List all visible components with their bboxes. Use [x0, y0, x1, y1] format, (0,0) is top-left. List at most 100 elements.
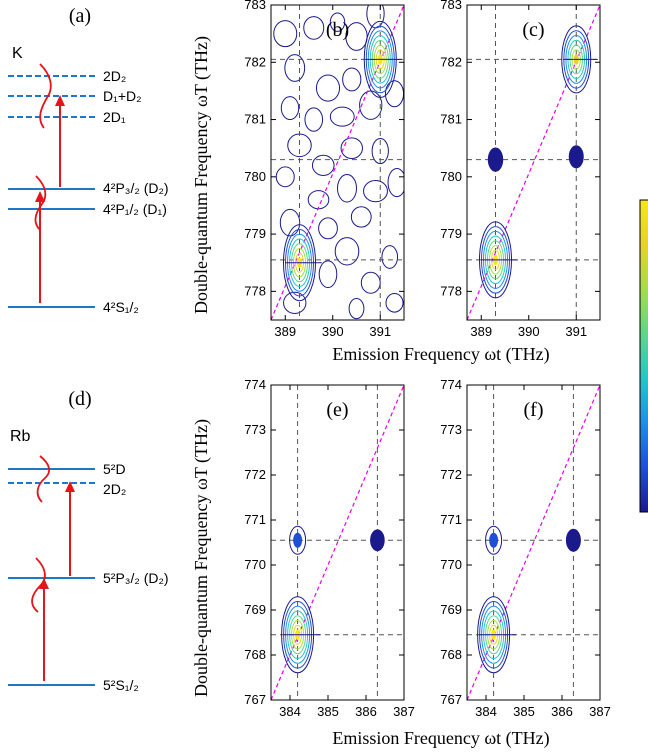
arrowhead-icon	[39, 578, 49, 589]
level-diagram-rubidium: (d) Rb 5²D 2D₂ 5²P₃/₂ (D₂) 5²S₁/₂	[8, 388, 169, 693]
level-label-5p32: 5²P₃/₂ (D₂)	[103, 570, 169, 586]
level-label-4p12: 4²P₁/₂ (D₁)	[103, 201, 167, 217]
y-tick-label: 780	[244, 169, 266, 184]
y-tick-label: 782	[440, 54, 462, 69]
chart-panel: 384 385 386 387 767 768 769 770 771 772 773 774 (e)	[244, 377, 415, 719]
noise-contour	[350, 206, 372, 228]
noise-contour	[280, 96, 300, 121]
y-tick-label: 771	[440, 512, 462, 527]
chart-panel: 384 385 386 387 767 768 769 770 771 772 773 774 (f)	[440, 377, 611, 719]
y-tick-label: 770	[440, 557, 462, 572]
chart-panel: 389 390 391 778 779 780 781 782 783 (c)	[440, 0, 601, 339]
panel-frame	[466, 384, 601, 701]
x-tick-label: 387	[393, 704, 415, 719]
x-tick-label: 386	[551, 704, 573, 719]
noise-contour	[284, 54, 306, 82]
x-tick-label: 384	[279, 704, 301, 719]
colorbar	[639, 199, 648, 513]
y-tick-label: 769	[244, 602, 266, 617]
noise-contour	[359, 90, 383, 120]
level-label-2d1: 2D₁	[103, 109, 126, 125]
y-tick-label: 772	[244, 467, 266, 482]
spectral-gaussian-lower-rb	[31, 557, 46, 613]
noise-contour	[329, 12, 346, 32]
noise-contour	[273, 20, 298, 48]
y-axis-title-top: Double-quantum Frequency ωT (THz)	[191, 36, 212, 314]
colorbar-bar	[639, 199, 648, 513]
x-tick-label: 391	[565, 324, 587, 339]
noise-contour	[387, 167, 404, 198]
peak-contour	[487, 147, 504, 172]
y-tick-label: 773	[244, 422, 266, 437]
noise-contour	[275, 166, 295, 188]
peak-contour	[565, 528, 581, 552]
x-tick-label: 390	[518, 324, 540, 339]
noise-contour	[307, 190, 330, 210]
level-label-5s12: 5²S₁/₂	[103, 677, 139, 693]
x-tick-label: 389	[274, 324, 296, 339]
y-tick-label: 783	[440, 0, 462, 12]
x-axis-title-bottom: Emission Frequency ωt (THz)	[332, 728, 549, 749]
y-tick-label: 781	[440, 112, 462, 127]
peak-contour	[489, 532, 499, 548]
peak-contour	[293, 532, 303, 548]
x-tick-label: 390	[322, 324, 344, 339]
noise-contour	[283, 291, 307, 314]
y-tick-label: 780	[440, 169, 462, 184]
level-label-4p32: 4²P₃/₂ (D₂)	[103, 180, 169, 196]
diagonal-line	[271, 5, 404, 320]
arrowhead-icon	[65, 481, 75, 492]
peak-contour	[485, 525, 503, 555]
noise-contour	[318, 217, 338, 240]
y-tick-label: 773	[440, 422, 462, 437]
diagonal-line	[467, 385, 600, 700]
level-label-2d2-rb: 2D₂	[103, 481, 126, 497]
x-tick-label: 385	[317, 704, 339, 719]
arrowhead-icon	[35, 191, 45, 202]
level-label-d1d2: D₁+D₂	[103, 88, 142, 104]
panel-label: (c)	[522, 19, 544, 41]
arrowhead-icon	[55, 95, 65, 106]
panel-plot-area	[467, 5, 600, 320]
noise-contour	[363, 180, 388, 203]
panel-plot-area	[467, 385, 600, 700]
panel-frame	[270, 4, 405, 321]
noise-contour	[311, 154, 335, 176]
level-label-5d: 5²D	[103, 461, 126, 477]
spectral-gaussian-upper	[39, 63, 52, 129]
y-tick-label: 768	[440, 647, 462, 662]
noise-contour	[337, 174, 357, 203]
noise-contour	[342, 67, 362, 92]
noise-contour	[366, 5, 385, 29]
noise-contour	[315, 74, 341, 102]
panel-plot-area	[271, 5, 404, 320]
panel-label-d: (d)	[68, 388, 91, 410]
noise-contour	[329, 106, 355, 127]
noise-contour	[381, 245, 399, 269]
y-tick-label: 772	[440, 467, 462, 482]
y-tick-label: 781	[244, 112, 266, 127]
y-tick-label: 767	[244, 692, 266, 707]
x-tick-label: 386	[355, 704, 377, 719]
noise-contour	[334, 237, 360, 266]
noise-contour	[360, 271, 381, 294]
spectral-gaussian-upper-rb	[36, 455, 51, 503]
panel-frame	[466, 4, 601, 321]
x-axis-title-top: Emission Frequency ωt (THz)	[332, 344, 549, 365]
peak-contour	[370, 529, 385, 552]
contour-panels: 389 390 391 778 779 780 781 782 783 (b) 389 390 391 7…	[244, 0, 611, 719]
y-tick-label: 774	[244, 377, 266, 392]
chart-panel: 389 390 391 778 779 780 781 782 783 (b)	[244, 0, 405, 339]
panel-plot-area	[271, 385, 404, 700]
y-tick-label: 779	[440, 226, 462, 241]
peak-contour	[568, 145, 584, 169]
panel-frame	[270, 384, 405, 701]
panel-label-a: (a)	[69, 5, 91, 27]
panel-label: (b)	[326, 19, 349, 41]
x-tick-label: 391	[369, 324, 391, 339]
y-tick-label: 774	[440, 377, 462, 392]
atom-label-rb: Rb	[10, 428, 31, 445]
y-tick-label: 768	[244, 647, 266, 662]
noise-contour	[304, 107, 324, 132]
